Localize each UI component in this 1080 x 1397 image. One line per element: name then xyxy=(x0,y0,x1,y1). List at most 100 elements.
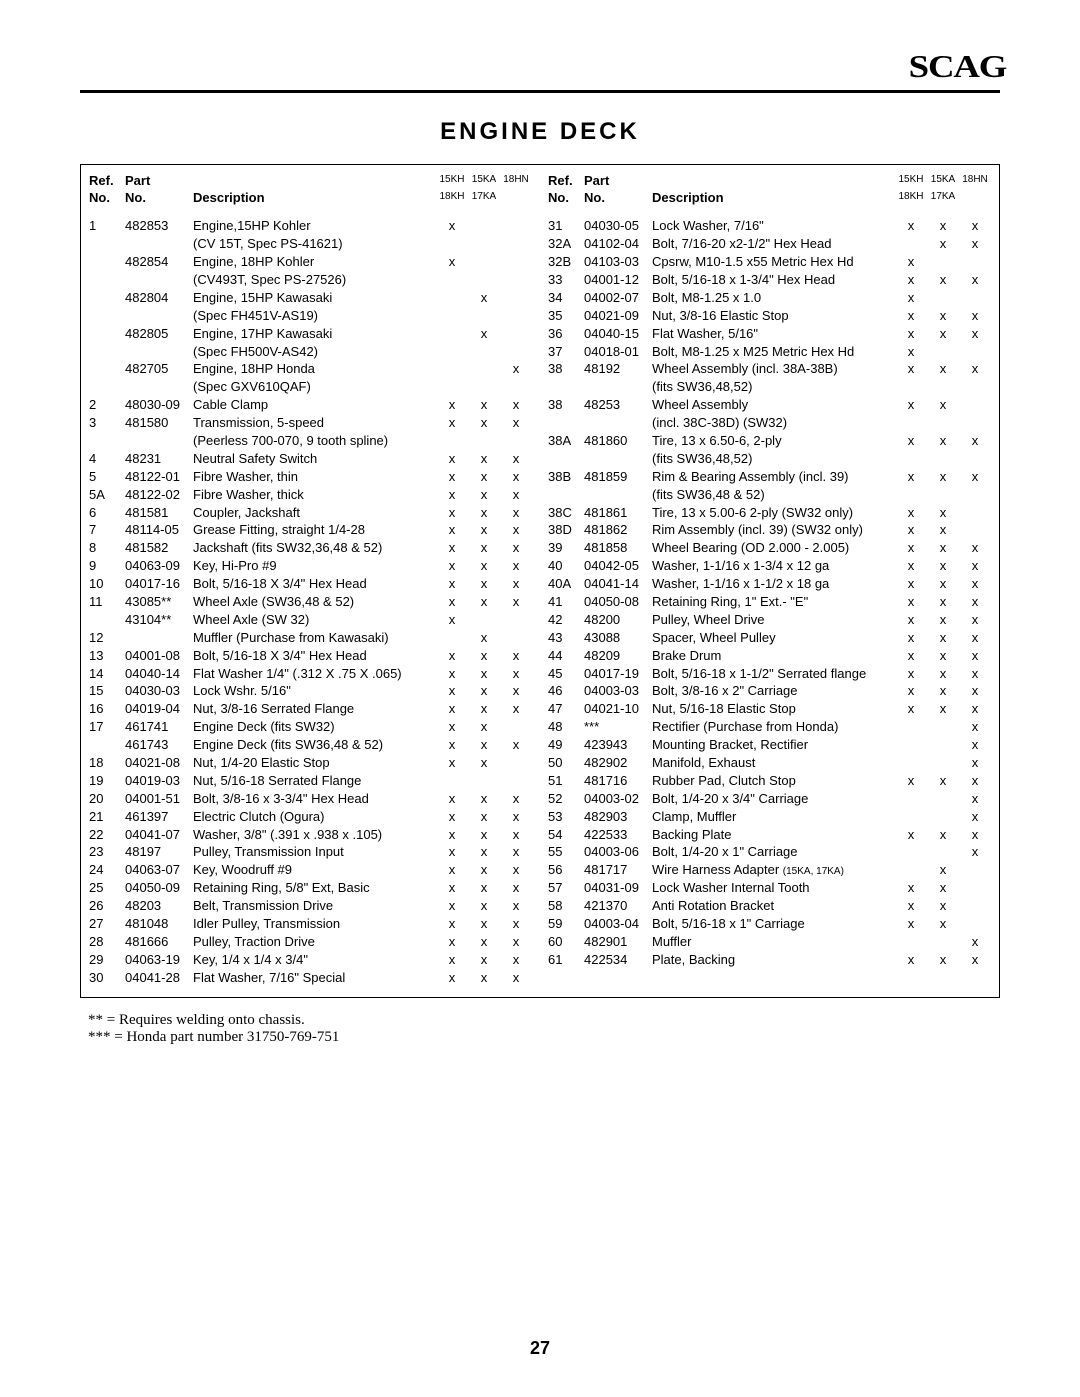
x2-cell xyxy=(927,450,959,468)
part-cell: 04031-09 xyxy=(584,880,652,898)
x3-cell xyxy=(500,629,532,647)
x2-cell: x xyxy=(927,916,959,934)
x3-cell: x xyxy=(959,218,991,236)
footnotes: ** = Requires welding onto chassis. *** … xyxy=(88,1012,1000,1046)
x3-cell: x xyxy=(959,951,991,969)
ref-cell: 46 xyxy=(548,683,584,701)
desc-cell: (Spec GXV610QAF) xyxy=(193,379,436,397)
x1-cell: x xyxy=(436,898,468,916)
x3-cell xyxy=(500,432,532,450)
desc-cell: (incl. 38C-38D) (SW32) xyxy=(652,415,895,433)
x2-cell: x xyxy=(927,880,959,898)
desc-cell: Bolt, 7/16-20 x2-1/2" Hex Head xyxy=(652,236,895,254)
x1-cell xyxy=(895,790,927,808)
desc-cell: Engine,15HP Kohler xyxy=(193,218,436,236)
x1-cell: x xyxy=(895,647,927,665)
ref-cell: 28 xyxy=(89,933,125,951)
ref-cell xyxy=(548,415,584,433)
ref-cell: 7 xyxy=(89,522,125,540)
desc-cell: Bolt, 1/4-20 x 1" Carriage xyxy=(652,844,895,862)
x3-cell: x xyxy=(959,719,991,737)
x2-cell: x xyxy=(927,576,959,594)
x2-cell: x xyxy=(468,916,500,934)
ref-cell: 60 xyxy=(548,933,584,951)
x1-cell xyxy=(895,379,927,397)
x2-cell: x xyxy=(927,468,959,486)
x2-cell xyxy=(927,415,959,433)
ref-cell: 33 xyxy=(548,271,584,289)
x2-cell: x xyxy=(927,307,959,325)
desc-cell: Nut, 3/8-16 Elastic Stop xyxy=(652,307,895,325)
ref-cell: 14 xyxy=(89,665,125,683)
hdr-pno-r: No. xyxy=(584,190,652,207)
x1-cell: x xyxy=(895,397,927,415)
ref-cell: 10 xyxy=(89,576,125,594)
desc-cell: Tire, 13 x 6.50-6, 2-ply xyxy=(652,432,895,450)
ref-cell: 5A xyxy=(89,486,125,504)
hdr-part: Part xyxy=(125,173,193,190)
part-cell: 461397 xyxy=(125,808,193,826)
x3-cell xyxy=(959,486,991,504)
x3-cell xyxy=(959,880,991,898)
hdr-c2b: 17KA xyxy=(468,190,500,207)
x2-cell: x xyxy=(468,755,500,773)
ref-cell: 18 xyxy=(89,755,125,773)
x1-cell: x xyxy=(895,593,927,611)
ref-cell: 21 xyxy=(89,808,125,826)
x3-cell: x xyxy=(500,862,532,880)
x2-cell xyxy=(927,933,959,951)
hdr-c3a: 18HN xyxy=(500,173,532,190)
x1-cell: x xyxy=(436,826,468,844)
part-cell: 48122-02 xyxy=(125,486,193,504)
x3-cell: x xyxy=(500,558,532,576)
x2-cell: x xyxy=(468,719,500,737)
x1-cell: x xyxy=(436,790,468,808)
desc-cell: Idler Pulley, Transmission xyxy=(193,916,436,934)
part-cell: 481580 xyxy=(125,415,193,433)
desc-cell: Flat Washer, 5/16" xyxy=(652,325,895,343)
x2-cell xyxy=(927,254,959,272)
page-title: ENGINE DECK xyxy=(80,118,1000,146)
x2-cell xyxy=(468,307,500,325)
tbl-right: 3104030-05Lock Washer, 7/16"xxx32A04102-… xyxy=(548,213,991,969)
desc-cell: Flat Washer 1/4" (.312 X .75 X .065) xyxy=(193,665,436,683)
x1-cell: x xyxy=(436,844,468,862)
x2-cell: x xyxy=(927,361,959,379)
ref-cell: 49 xyxy=(548,737,584,755)
x1-cell xyxy=(895,236,927,254)
part-cell: 461741 xyxy=(125,719,193,737)
ref-cell: 31 xyxy=(548,218,584,236)
desc-cell: Wheel Assembly (incl. 38A-38B) xyxy=(652,361,895,379)
ref-cell: 45 xyxy=(548,665,584,683)
x2-cell: x xyxy=(927,647,959,665)
desc-cell: Bolt, 1/4-20 x 3/4" Carriage xyxy=(652,790,895,808)
desc-cell: Pulley, Wheel Drive xyxy=(652,611,895,629)
x1-cell: x xyxy=(436,719,468,737)
x1-cell: x xyxy=(436,683,468,701)
x1-cell: x xyxy=(436,862,468,880)
x2-cell: x xyxy=(468,683,500,701)
desc-cell: Rubber Pad, Clutch Stop xyxy=(652,772,895,790)
ref-cell: 52 xyxy=(548,790,584,808)
x3-cell: x xyxy=(959,683,991,701)
x2-cell: x xyxy=(927,772,959,790)
x1-cell: x xyxy=(895,576,927,594)
x1-cell: x xyxy=(436,951,468,969)
x1-cell: x xyxy=(436,254,468,272)
x3-cell xyxy=(500,325,532,343)
x3-cell: x xyxy=(959,576,991,594)
hdr-part-r: Part xyxy=(584,173,652,190)
x2-cell: x xyxy=(468,504,500,522)
part-cell: 04017-16 xyxy=(125,576,193,594)
x1-cell: x xyxy=(436,647,468,665)
part-cell: 482854 xyxy=(125,254,193,272)
desc-cell: (CV 15T, Spec PS-41621) xyxy=(193,236,436,254)
ref-cell: 53 xyxy=(548,808,584,826)
part-cell: 48200 xyxy=(584,611,652,629)
x1-cell: x xyxy=(895,772,927,790)
ref-cell: 38D xyxy=(548,522,584,540)
x1-cell: x xyxy=(895,611,927,629)
x3-cell: x xyxy=(959,826,991,844)
ref-cell xyxy=(89,611,125,629)
desc-cell: Lock Wshr. 5/16" xyxy=(193,683,436,701)
